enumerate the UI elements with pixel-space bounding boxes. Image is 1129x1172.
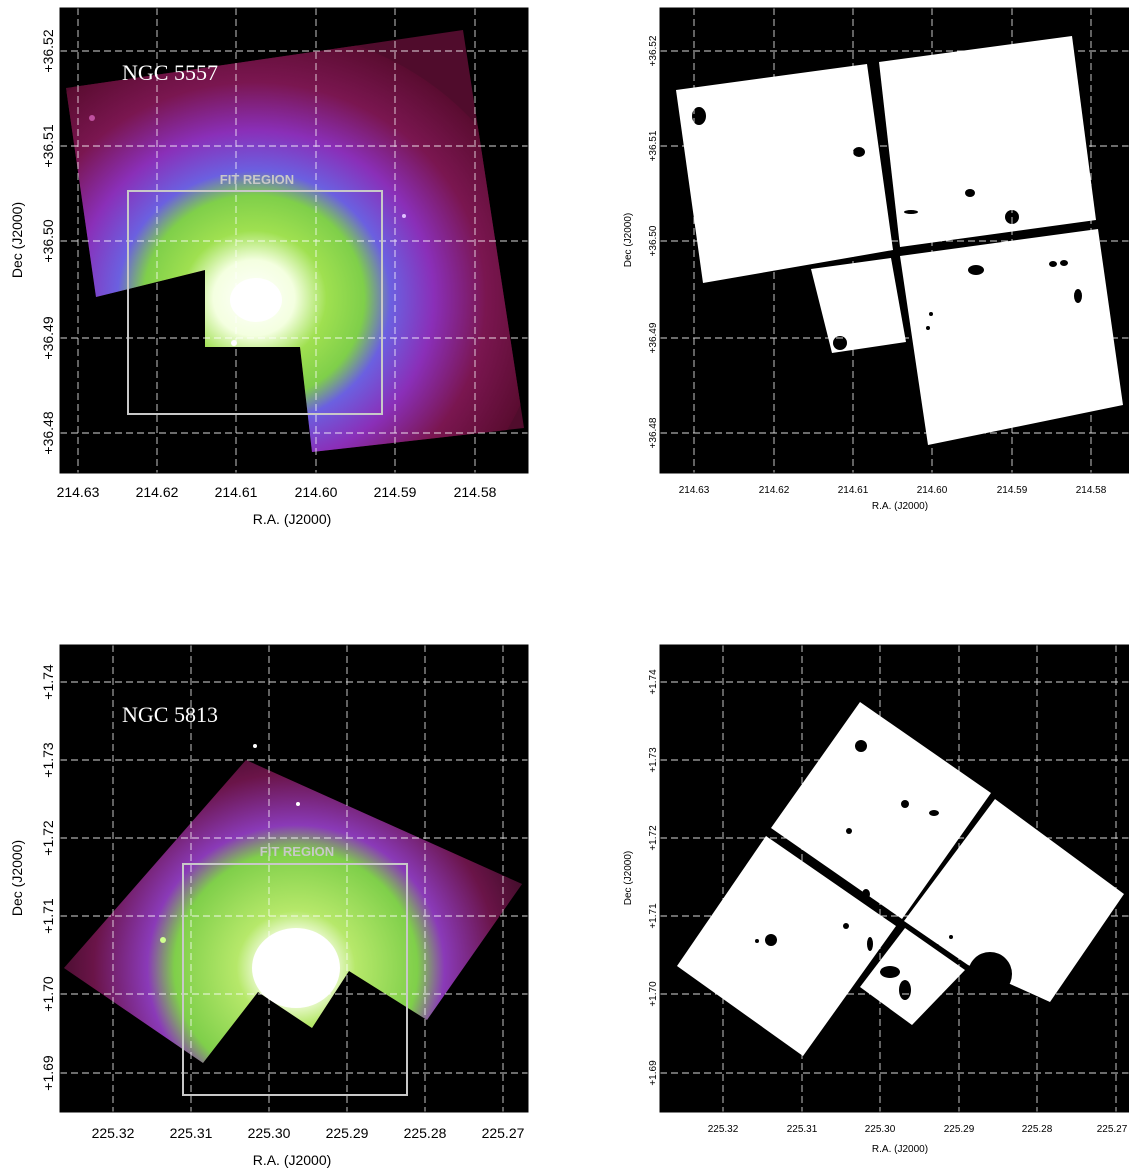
x-tick-label: 214.63 <box>679 485 710 496</box>
x-tick-label: 214.59 <box>374 484 417 500</box>
x-tick-label: 214.60 <box>295 484 338 500</box>
y-tick-label: +1.69 <box>40 1055 56 1091</box>
y-tick-label: +1.70 <box>648 981 659 1007</box>
fit-region-box <box>182 863 408 1096</box>
x-axis-label: R.A. (J2000) <box>872 1144 928 1155</box>
x-tick-labels: 225.32 225.31 225.30 225.29 225.28 225.2… <box>92 1125 525 1141</box>
x-tick-label: 214.62 <box>759 485 790 496</box>
y-tick-label: +1.72 <box>40 820 56 856</box>
y-tick-label: +1.73 <box>40 742 56 778</box>
x-tick-label: 225.31 <box>170 1125 213 1141</box>
panel-frame <box>59 644 529 1113</box>
star-marker <box>296 802 300 806</box>
x-axis-label: R.A. (J2000) <box>253 511 332 527</box>
star-marker <box>402 214 406 218</box>
x-tick-label: 225.27 <box>1097 1124 1128 1135</box>
star-marker <box>160 937 166 943</box>
y-tick-label: +36.49 <box>648 322 659 353</box>
x-tick-label: 225.28 <box>404 1125 447 1141</box>
x-tick-label: 225.28 <box>1022 1124 1053 1135</box>
y-tick-label: +1.71 <box>648 903 659 929</box>
x-tick-label: 214.58 <box>454 484 497 500</box>
y-tick-label: +36.52 <box>648 35 659 66</box>
y-tick-labels: +36.52 +36.51 +36.50 +36.49 +36.48 <box>648 35 659 448</box>
y-axis-label: Dec (J2000) <box>9 840 25 916</box>
panel-frame <box>659 644 1129 1113</box>
x-tick-labels: 225.32 225.31 225.30 225.29 225.28 225.2… <box>708 1124 1128 1135</box>
grid-lines <box>660 8 1129 473</box>
x-tick-label: 225.31 <box>787 1124 818 1135</box>
y-axis-label: Dec (J2000) <box>623 213 634 267</box>
star-marker <box>89 115 95 121</box>
y-tick-label: +36.51 <box>40 124 56 167</box>
x-tick-label: 225.27 <box>482 1125 525 1141</box>
galaxy-label: NGC 5557 <box>122 60 218 85</box>
y-tick-labels: +1.74 +1.73 +1.72 +1.71 +1.70 +1.69 <box>648 669 659 1086</box>
grid-lines <box>60 645 528 1112</box>
y-tick-label: +36.49 <box>40 316 56 359</box>
y-tick-labels: +1.74 +1.73 +1.72 +1.71 +1.70 +1.69 <box>40 664 56 1091</box>
y-tick-label: +36.50 <box>40 219 56 262</box>
fit-region-label: FIT REGION <box>220 172 294 187</box>
panel-ngc5813-image: FIT REGION NGC 5813 225.32 225.31 225.30… <box>9 644 529 1168</box>
y-tick-label: +36.51 <box>648 130 659 161</box>
fit-region-label: FIT REGION <box>260 844 334 859</box>
y-tick-label: +1.74 <box>648 669 659 695</box>
galaxy-label: NGC 5813 <box>122 702 218 727</box>
x-axis-label: R.A. (J2000) <box>872 501 928 512</box>
y-tick-label: +36.48 <box>648 417 659 448</box>
x-tick-label: 225.30 <box>865 1124 896 1135</box>
x-tick-label: 214.58 <box>1076 485 1107 496</box>
star-marker <box>231 340 237 346</box>
y-tick-label: +1.73 <box>648 747 659 773</box>
x-tick-label: 214.61 <box>215 484 258 500</box>
fit-region-box <box>127 190 383 415</box>
y-axis-label: Dec (J2000) <box>623 851 634 905</box>
y-tick-label: +1.74 <box>40 664 56 700</box>
panel-ngc5557-mask: 214.63 214.62 214.61 214.60 214.59 214.5… <box>623 7 1129 512</box>
x-tick-label: 214.59 <box>997 485 1028 496</box>
x-tick-labels: 214.63 214.62 214.61 214.60 214.59 214.5… <box>679 485 1107 496</box>
y-tick-label: +36.48 <box>40 411 56 454</box>
x-tick-label: 214.60 <box>917 485 948 496</box>
x-axis-label: R.A. (J2000) <box>253 1152 332 1168</box>
x-tick-label: 214.62 <box>136 484 179 500</box>
panel-ngc5813-mask: 225.32 225.31 225.30 225.29 225.28 225.2… <box>623 644 1129 1155</box>
x-tick-label: 214.63 <box>57 484 100 500</box>
y-tick-label: +1.71 <box>40 898 56 934</box>
grid-lines <box>660 645 1129 1112</box>
y-tick-label: +1.72 <box>648 825 659 851</box>
y-tick-label: +36.52 <box>40 29 56 72</box>
y-tick-labels: +36.52 +36.51 +36.50 +36.49 +36.48 <box>40 29 56 454</box>
panel-frame <box>659 7 1129 474</box>
x-tick-label: 225.29 <box>944 1124 975 1135</box>
y-tick-label: +1.69 <box>648 1060 659 1086</box>
x-tick-label: 225.32 <box>708 1124 739 1135</box>
star-marker <box>253 744 257 748</box>
y-axis-label: Dec (J2000) <box>9 202 25 278</box>
panel-frame <box>59 7 529 474</box>
x-tick-label: 225.30 <box>248 1125 291 1141</box>
x-tick-label: 225.32 <box>92 1125 135 1141</box>
y-tick-label: +36.50 <box>648 225 659 256</box>
x-tick-labels: 214.63 214.62 214.61 214.60 214.59 214.5… <box>57 484 497 500</box>
panel-ngc5557-image: FIT REGION NGC 5557 214.63 214.62 214.61… <box>9 7 529 527</box>
grid-lines <box>60 8 528 473</box>
x-tick-label: 225.29 <box>326 1125 369 1141</box>
mask-ngc5557 <box>676 36 1123 445</box>
y-tick-label: +1.70 <box>40 976 56 1012</box>
x-tick-label: 214.61 <box>838 485 869 496</box>
